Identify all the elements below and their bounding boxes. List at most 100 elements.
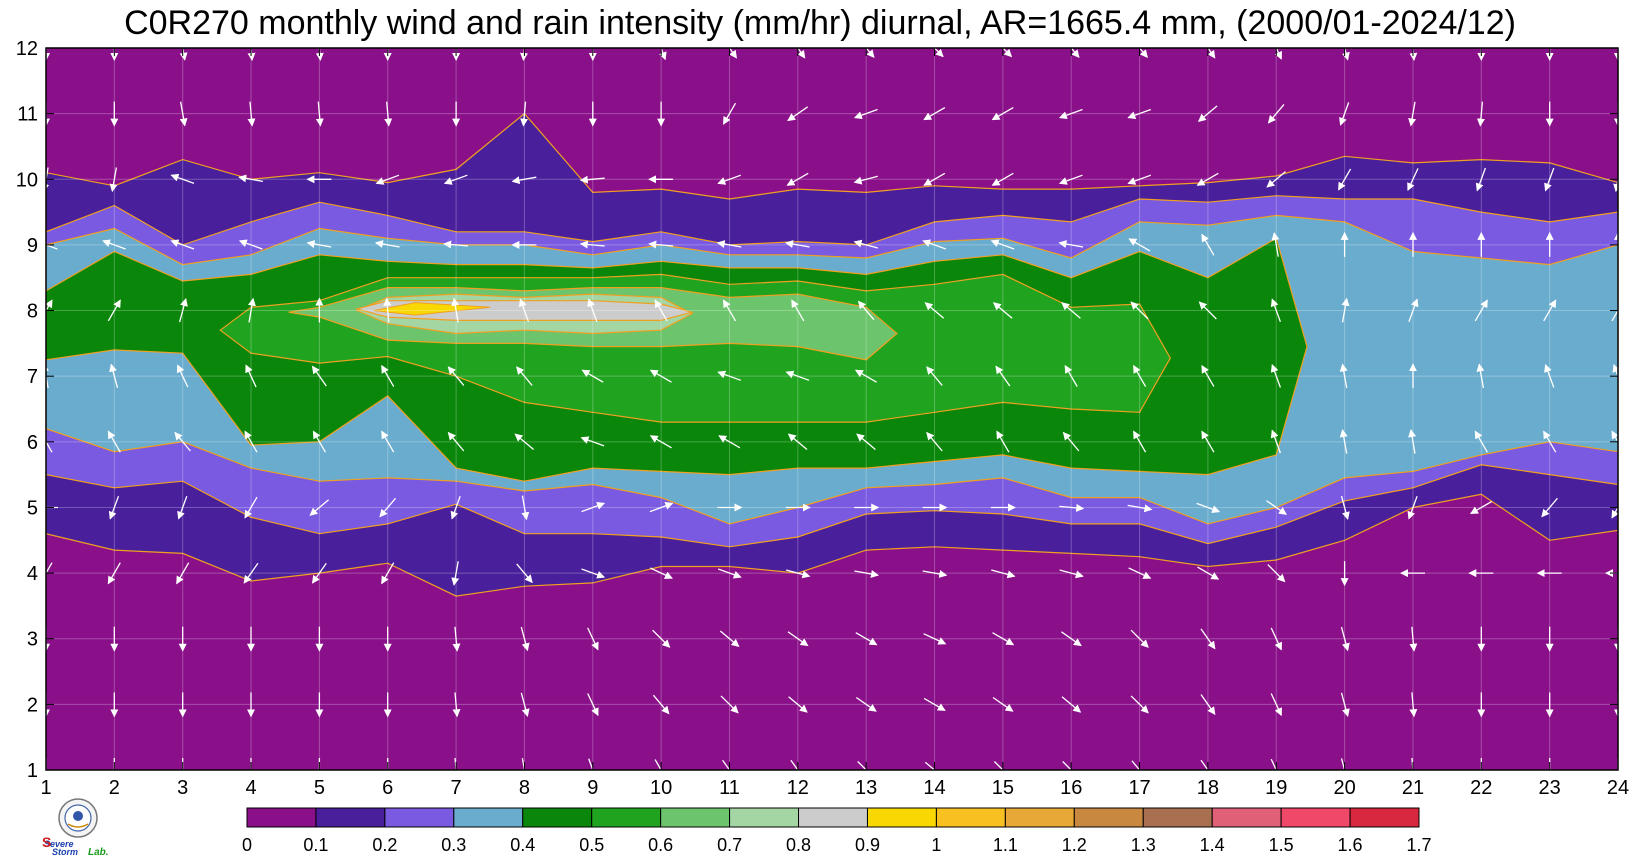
y-tick-label: 12 (16, 38, 38, 60)
rain-contour-layer (46, 112, 1618, 597)
colorbar-tick-label: 1.7 (1406, 835, 1431, 855)
wind-arrow (511, 176, 537, 185)
wind-arrow (654, 759, 662, 770)
wind-arrow (652, 694, 670, 715)
wind-arrow (855, 696, 877, 712)
wind-arrow (992, 632, 1015, 646)
plot-frame (45, 47, 1619, 771)
x-tick-label: 15 (992, 777, 1014, 799)
colorbar-swatch (1142, 807, 1213, 828)
wind-arrow (46, 167, 50, 193)
wind-arrow (1267, 103, 1285, 124)
wind-arrow (102, 239, 126, 250)
wind-arrow (243, 562, 259, 584)
x-tick-label: 21 (1402, 777, 1424, 799)
wind-arrow (991, 107, 1014, 121)
wind-arrow (514, 433, 535, 450)
colorbar-swatch (660, 807, 731, 828)
wind-arrow (1062, 431, 1080, 452)
wind-arrow (1476, 101, 1485, 127)
y-tick-label: 7 (27, 366, 38, 388)
wind-arrow (1339, 102, 1350, 126)
svg-text:S: S (42, 834, 51, 850)
wind-arrow (787, 106, 809, 122)
wind-arrow (1270, 758, 1277, 770)
y-tick-label: 11 (17, 104, 38, 126)
colorbar-swatch (246, 807, 317, 828)
wind-arrow (1001, 48, 1013, 58)
wind-arrow (788, 696, 808, 713)
wind-arrow (1201, 430, 1215, 453)
colorbar-swatch (935, 807, 1006, 828)
wind-arrow (1340, 626, 1350, 652)
wind-arrow (1541, 497, 1558, 518)
x-tick-label: 10 (650, 777, 672, 799)
wind-arrow (991, 569, 1016, 579)
wind-arrow (923, 107, 946, 121)
wind-arrow (924, 302, 945, 319)
y-tick-label: 5 (27, 497, 38, 519)
wind-arrow (1476, 363, 1485, 389)
wind-arrow (381, 364, 395, 387)
wind-arrow (649, 435, 672, 449)
wind-arrow (649, 502, 674, 513)
wind-arrow (581, 568, 606, 579)
wind-arrow (379, 497, 396, 518)
wind-arrow (786, 172, 809, 186)
wind-arrow (854, 570, 879, 578)
wind-arrow (383, 297, 392, 323)
wind-arrow (1200, 628, 1216, 650)
wind-arrow (923, 633, 947, 645)
wind-arrow (452, 626, 461, 652)
wind-arrow (1543, 299, 1557, 322)
wind-arrow (993, 761, 1004, 770)
wind-arrow (312, 430, 326, 453)
wind-arrow (923, 697, 946, 711)
wind-arrow (648, 240, 674, 249)
x-tick-label: 7 (451, 777, 462, 799)
x-tick-label: 1 (40, 777, 51, 799)
wind-arrow (587, 693, 599, 717)
wind-arrow (177, 495, 188, 520)
wind-arrow (853, 175, 878, 185)
wind-arrow (384, 101, 393, 127)
wind-arrow (1133, 430, 1147, 453)
svg-text:Lab.: Lab. (88, 847, 109, 857)
y-tick-label: 9 (27, 235, 38, 257)
colorbar-tick-label: 1.5 (1269, 835, 1294, 855)
wind-arrow (520, 101, 528, 127)
colorbar-tick-label: 0.3 (441, 835, 466, 855)
wind-arrow (1127, 174, 1152, 185)
wind-arrow (306, 240, 332, 248)
wind-arrow (1342, 48, 1350, 61)
wind-arrow (452, 692, 461, 718)
wind-arrow (451, 561, 460, 586)
wind-arrow (1270, 693, 1282, 717)
wind-arrow (1200, 759, 1209, 770)
colorbar-swatch (1349, 807, 1420, 828)
colorbar-swatch (522, 807, 593, 828)
wind-arrow (375, 174, 400, 185)
wind-arrow (1062, 761, 1073, 770)
y-tick-label: 10 (16, 169, 38, 191)
x-tick-label: 18 (1197, 777, 1219, 799)
wind-arrow (46, 363, 50, 389)
wind-arrow (1338, 168, 1352, 191)
wind-arrow (247, 297, 256, 323)
colorbar-swatch (453, 807, 524, 828)
wind-arrow (1339, 363, 1348, 389)
x-tick-label: 13 (855, 777, 877, 799)
colorbar-tick-label: 0.4 (510, 835, 535, 855)
wind-arrow (785, 240, 810, 248)
wind-arrow (1064, 364, 1078, 387)
svg-text:Storm: Storm (52, 847, 78, 857)
wind-arrow (854, 369, 877, 383)
wind-arrow (311, 562, 327, 584)
colorbar-tick-label: 0 (242, 835, 252, 855)
wind-arrow (1611, 430, 1618, 444)
wind-arrow (996, 430, 1010, 453)
wind-arrow (1058, 240, 1084, 248)
wind-arrow (1411, 757, 1414, 770)
wind-arrow (109, 167, 118, 193)
colorbar-tick-label: 1 (931, 835, 941, 855)
